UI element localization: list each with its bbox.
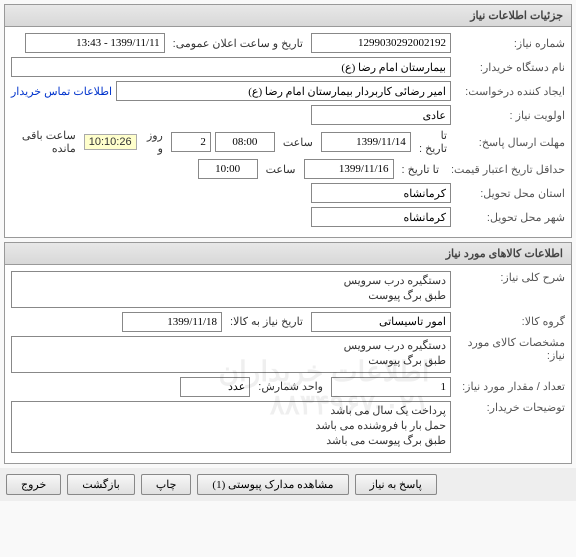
unit-label: واحد شمارش: [254,380,327,393]
need-number-label: شماره نیاز: [455,37,565,50]
buyer-org-field[interactable] [11,57,451,77]
countdown-field: 10:10:26 [84,134,137,150]
priority-label: اولویت نیاز : [455,109,565,122]
days-remain-field[interactable] [171,132,211,152]
need-by-field[interactable] [122,312,222,332]
announce-label: تاریخ و ساعت اعلان عمومی: [169,37,307,50]
print-button[interactable]: چاپ [141,474,192,495]
contact-link[interactable]: اطلاعات تماس خریدار [11,85,112,98]
time-label-2: ساعت [262,163,300,176]
min-validity-date-field[interactable] [304,159,394,179]
delivery-province-label: استان محل تحویل: [455,187,565,200]
announce-field[interactable] [25,33,165,53]
deadline-label: مهلت ارسال پاسخ: [455,136,565,149]
deadline-time-field[interactable] [215,132,275,152]
days-label: روز و [141,129,167,155]
to-date-label: تا تاریخ : [415,129,451,155]
goods-info-header: اطلاعات کالاهای مورد نیاز [5,243,571,265]
time-label-1: ساعت [279,136,317,149]
requester-label: ایجاد کننده درخواست: [455,85,565,98]
spec-label: مشخصات کالای مورد نیاز: [455,336,565,362]
buyer-notes-field[interactable]: پرداخت یک سال می باشد حمل بار با فروشنده… [11,401,451,453]
delivery-city-field[interactable] [311,207,451,227]
deadline-date-field[interactable] [321,132,411,152]
goods-info-body: اطلاعات خریداران ۰۲۱-۸۸۳۴۹۶۷ شرح کلی نیا… [5,265,571,463]
need-details-body: شماره نیاز: تاریخ و ساعت اعلان عمومی: نا… [5,27,571,237]
min-validity-time-field[interactable] [198,159,258,179]
general-desc-label: شرح کلی نیاز: [455,271,565,284]
button-bar: پاسخ به نیاز مشاهده مدارک پیوستی (1) چاپ… [0,468,576,501]
buyer-org-label: نام دستگاه خریدار: [455,61,565,74]
delivery-city-label: شهر محل تحویل: [455,211,565,224]
need-details-panel: جزئیات اطلاعات نیاز شماره نیاز: تاریخ و … [4,4,572,238]
attachments-button[interactable]: مشاهده مدارک پیوستی (1) [197,474,348,495]
buyer-notes-label: توضیحات خریدار: [455,401,565,414]
min-validity-label: حداقل تاریخ اعتبار قیمت: [447,163,565,176]
general-desc-field[interactable]: دستگیره درب سرویس طبق برگ پیوست [11,271,451,308]
unit-field[interactable] [180,377,250,397]
priority-field[interactable] [311,105,451,125]
respond-button[interactable]: پاسخ به نیاز [355,474,437,495]
exit-button[interactable]: خروج [6,474,61,495]
need-number-field[interactable] [311,33,451,53]
remain-label: ساعت باقی مانده [11,129,80,155]
need-by-label: تاریخ نیاز به کالا: [226,315,307,328]
to-date-label-2: تا تاریخ : [398,163,443,176]
need-details-header: جزئیات اطلاعات نیاز [5,5,571,27]
delivery-province-field[interactable] [311,183,451,203]
goods-group-field[interactable] [311,312,451,332]
requester-field[interactable] [116,81,451,101]
goods-info-panel: اطلاعات کالاهای مورد نیاز اطلاعات خریدار… [4,242,572,464]
spec-field[interactable]: دستگیره درب سرویس طبق برگ پیوست [11,336,451,373]
back-button[interactable]: بازگشت [67,474,135,495]
goods-group-label: گروه کالا: [455,315,565,328]
qty-label: تعداد / مقدار مورد نیاز: [455,380,565,393]
qty-field[interactable] [331,377,451,397]
